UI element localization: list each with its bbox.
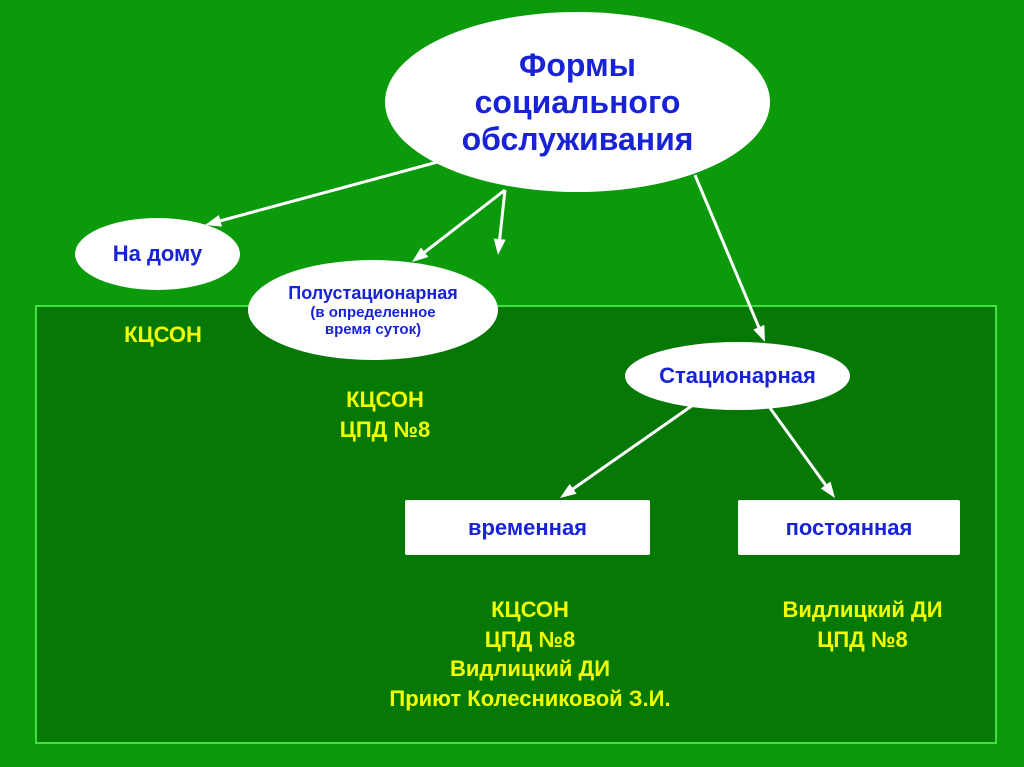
annotation-line: Видлицкий ДИ: [350, 654, 710, 684]
node-line: Стационарная: [659, 363, 816, 389]
annotation-line: КЦСОН: [275, 385, 495, 415]
node-line: Полустационарная: [288, 283, 457, 304]
annotation-line: КЦСОН: [350, 595, 710, 625]
annotation-temporary: КЦСОНЦПД №8Видлицкий ДИПриют Колесниково…: [350, 595, 710, 714]
annotation-permanent: Видлицкий ДИЦПД №8: [740, 595, 985, 654]
node-subline: (в определенное: [310, 304, 435, 321]
node-root: Формысоциальногообслуживания: [385, 12, 770, 192]
annotation-line: ЦПД №8: [275, 415, 495, 445]
node-semi-stationary: Полустационарная(в определенноевремя сут…: [248, 260, 498, 360]
annotation-line: ЦПД №8: [740, 625, 985, 655]
node-line: временная: [468, 515, 587, 541]
node-home: На дому: [75, 218, 240, 290]
node-line: Формы: [519, 47, 636, 84]
node-line: обслуживания: [462, 121, 694, 158]
node-line: социального: [475, 84, 681, 121]
annotation-line: Приют Колесниковой З.И.: [350, 684, 710, 714]
node-permanent: постоянная: [738, 500, 960, 555]
slide-root: Формысоциальногообслуживания На дому Пол…: [0, 0, 1024, 767]
node-line: На дому: [113, 241, 203, 267]
annotation-semi: КЦСОНЦПД №8: [275, 385, 495, 444]
annotation-line: Видлицкий ДИ: [740, 595, 985, 625]
node-stationary: Стационарная: [625, 342, 850, 410]
annotation-home: КЦСОН: [83, 320, 243, 350]
annotation-line: ЦПД №8: [350, 625, 710, 655]
node-subline: время суток): [325, 321, 421, 338]
node-temporary: временная: [405, 500, 650, 555]
node-line: постоянная: [786, 515, 913, 541]
annotation-line: КЦСОН: [83, 320, 243, 350]
